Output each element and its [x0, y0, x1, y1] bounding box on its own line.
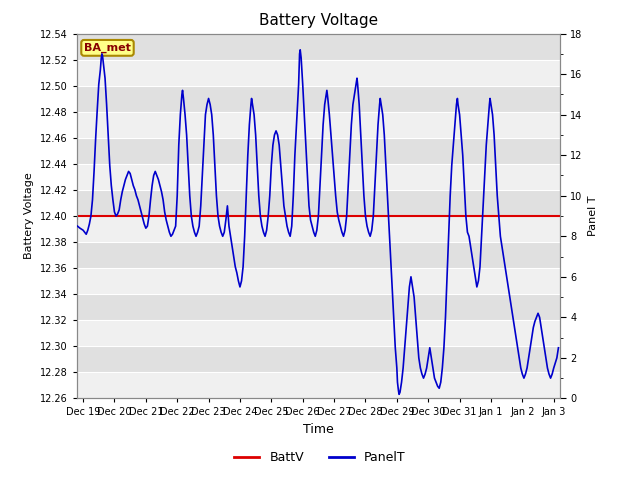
Y-axis label: Battery Voltage: Battery Voltage	[24, 173, 35, 259]
Bar	[77, 320, 560, 346]
X-axis label: Time: Time	[303, 423, 334, 436]
Y-axis label: Panel T: Panel T	[588, 196, 598, 236]
Legend: BattV, PanelT: BattV, PanelT	[229, 446, 411, 469]
Bar	[77, 268, 560, 294]
Bar	[77, 190, 560, 216]
Bar	[77, 86, 560, 112]
Text: BA_met: BA_met	[84, 43, 131, 53]
Title: Battery Voltage: Battery Voltage	[259, 13, 378, 28]
Bar	[77, 294, 560, 320]
Bar	[77, 60, 560, 86]
Bar	[77, 242, 560, 268]
Bar	[77, 164, 560, 190]
Bar	[77, 216, 560, 242]
Bar	[77, 138, 560, 164]
Bar	[77, 112, 560, 138]
Bar	[77, 372, 560, 398]
Bar	[77, 346, 560, 372]
Bar	[77, 34, 560, 60]
